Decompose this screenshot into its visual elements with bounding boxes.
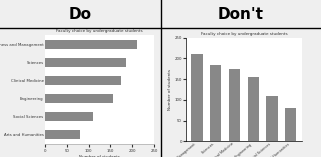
Y-axis label: Number of students: Number of students xyxy=(168,69,172,110)
Title: Faculty choice by undergraduate students: Faculty choice by undergraduate students xyxy=(56,29,143,33)
Bar xyxy=(210,65,221,141)
Bar xyxy=(45,57,126,68)
Bar xyxy=(45,40,137,49)
Text: Don't: Don't xyxy=(218,7,264,22)
Bar xyxy=(45,94,113,103)
Bar xyxy=(191,54,203,141)
Title: Faculty choice by undergraduate students: Faculty choice by undergraduate students xyxy=(201,32,287,36)
Bar xyxy=(229,69,240,141)
X-axis label: Number of students: Number of students xyxy=(79,155,120,157)
Bar xyxy=(266,96,278,141)
Bar xyxy=(45,111,93,122)
Bar xyxy=(285,108,297,141)
Text: Do: Do xyxy=(69,7,92,22)
Bar xyxy=(45,76,121,85)
Bar xyxy=(45,130,80,139)
Bar xyxy=(248,77,259,141)
